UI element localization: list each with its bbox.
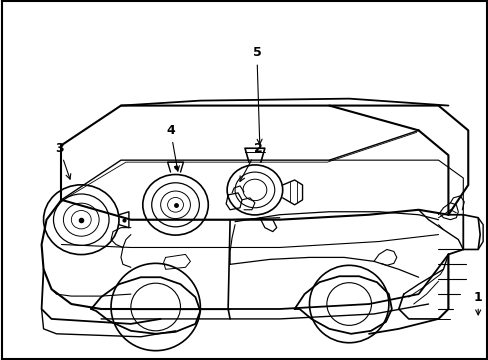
Text: 3: 3 bbox=[55, 142, 71, 179]
Text: 4: 4 bbox=[166, 124, 179, 171]
Text: 5: 5 bbox=[252, 46, 262, 144]
Text: 2: 2 bbox=[240, 142, 262, 181]
Text: 1: 1 bbox=[473, 291, 482, 315]
